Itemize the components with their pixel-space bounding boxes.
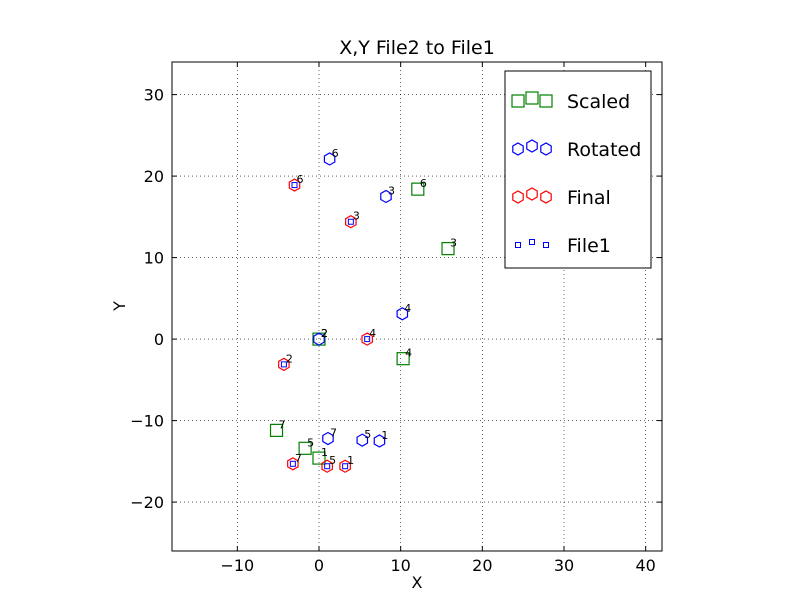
chart-title: X,Y File2 to File1 bbox=[339, 37, 495, 59]
point-label-scaled: 6 bbox=[420, 177, 427, 190]
legend-label-rotated: Rotated bbox=[567, 139, 641, 161]
data-point-scaled bbox=[411, 182, 425, 196]
data-point-scaled bbox=[396, 352, 410, 366]
point-label-rotated: 2 bbox=[321, 327, 328, 340]
legend-marker-file1 bbox=[543, 242, 549, 248]
x-tick-label: 0 bbox=[314, 556, 324, 575]
data-point-final bbox=[345, 215, 357, 229]
data-point-final bbox=[361, 332, 373, 346]
data-point-final bbox=[321, 459, 333, 473]
data-point-file1 bbox=[364, 336, 371, 343]
data-point-file1 bbox=[342, 463, 349, 470]
point-label-final: 7 bbox=[295, 452, 302, 465]
x-tick-label: 20 bbox=[472, 556, 492, 575]
data-point-scaled bbox=[312, 451, 326, 465]
data-point-file1 bbox=[324, 463, 331, 470]
data-point-rotated bbox=[396, 307, 409, 321]
data-point-scaled bbox=[298, 441, 312, 455]
legend-marker-final bbox=[540, 190, 552, 204]
legend-label-scaled: Scaled bbox=[567, 91, 630, 113]
point-label-scaled: 1 bbox=[321, 446, 328, 459]
data-point-scaled bbox=[269, 423, 284, 437]
legend-markers bbox=[511, 91, 553, 248]
point-label-rotated: 4 bbox=[404, 302, 411, 315]
data-point-file1 bbox=[280, 361, 287, 368]
data-point-scaled bbox=[441, 242, 455, 256]
point-label-final: 1 bbox=[347, 454, 354, 467]
y-tick-label: 10 bbox=[144, 249, 164, 268]
point-label-final: 5 bbox=[329, 454, 336, 467]
point-label-scaled: 7 bbox=[279, 418, 286, 431]
x-axis-label: X bbox=[412, 573, 423, 592]
data-point-file1 bbox=[289, 460, 296, 467]
legend-marker-final bbox=[512, 190, 524, 204]
point-label-scaled: 5 bbox=[307, 436, 314, 449]
legend: Scaled Rotated Final File1 bbox=[504, 70, 652, 269]
point-label-rotated: 1 bbox=[381, 429, 388, 442]
point-label-rotated: 3 bbox=[388, 184, 395, 197]
legend-marker-scaled bbox=[525, 91, 539, 105]
point-label-rotated: 7 bbox=[330, 427, 337, 440]
legend-marker-rotated bbox=[526, 139, 538, 153]
data-points bbox=[269, 152, 455, 473]
legend-marker-file1 bbox=[529, 239, 535, 245]
x-tick-label: 40 bbox=[635, 556, 655, 575]
data-point-rotated bbox=[323, 152, 336, 166]
legend-marker-rotated bbox=[540, 142, 552, 156]
data-point-file1 bbox=[291, 182, 298, 189]
y-tick-label: 30 bbox=[144, 86, 164, 105]
point-label-scaled: 4 bbox=[405, 347, 412, 360]
y-tick-label: −10 bbox=[130, 412, 164, 431]
y-tick-label: 20 bbox=[144, 167, 164, 186]
point-label-scaled: 3 bbox=[450, 237, 457, 250]
point-label-final: 2 bbox=[286, 352, 293, 365]
data-point-rotated bbox=[322, 431, 334, 446]
point-label-final: 3 bbox=[353, 210, 360, 223]
legend-marker-scaled bbox=[539, 94, 553, 108]
y-axis-label: Y bbox=[110, 301, 129, 312]
point-label-rotated: 5 bbox=[364, 428, 371, 441]
data-point-final bbox=[339, 459, 351, 473]
legend-label-file1: File1 bbox=[567, 235, 611, 257]
legend-marker-scaled bbox=[511, 94, 525, 108]
data-point-rotated bbox=[380, 189, 392, 204]
point-label-scaled: 2 bbox=[321, 327, 328, 340]
data-point-rotated bbox=[313, 332, 325, 346]
data-point-final bbox=[288, 178, 301, 192]
data-point-rotated bbox=[373, 434, 386, 448]
data-point-final bbox=[278, 357, 290, 372]
point-label-final: 6 bbox=[297, 173, 304, 186]
y-tick-label: −20 bbox=[130, 493, 164, 512]
legend-marker-rotated bbox=[512, 142, 524, 156]
data-point-final bbox=[287, 457, 299, 471]
data-point-rotated bbox=[356, 433, 369, 447]
point-label-rotated: 6 bbox=[332, 147, 339, 160]
axis-ticks: −10 0 10 20 30 40 −20 −10 0 10 20 30 bbox=[130, 62, 662, 575]
legend-label-final: Final bbox=[567, 187, 611, 209]
legend-marker-final bbox=[526, 187, 538, 201]
x-tick-label: −10 bbox=[220, 556, 254, 575]
plot-area bbox=[171, 61, 663, 552]
x-tick-label: 30 bbox=[554, 556, 574, 575]
x-tick-label: 10 bbox=[390, 556, 410, 575]
legend-marker-file1 bbox=[515, 242, 521, 248]
data-point-file1 bbox=[347, 218, 354, 225]
point-label-final: 4 bbox=[369, 327, 376, 340]
y-tick-label: 0 bbox=[154, 330, 164, 349]
